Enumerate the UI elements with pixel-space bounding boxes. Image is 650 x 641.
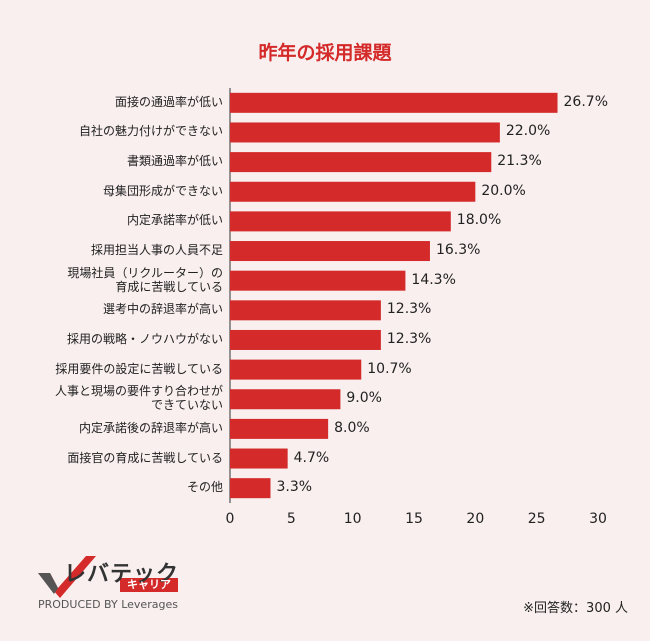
y-tick-label: 面接の通過率が低い xyxy=(114,94,223,109)
value-label: 9.0% xyxy=(346,390,382,407)
y-tick-label: その他 xyxy=(186,480,223,495)
value-label: 4.7% xyxy=(293,449,330,466)
value-label: 20.0% xyxy=(481,182,526,199)
value-label: 12.3% xyxy=(386,330,432,347)
bar xyxy=(230,211,451,232)
y-tick-label: 採用担当人事の人員不足 xyxy=(90,243,223,258)
x-tick-label: 25 xyxy=(527,511,546,527)
y-tick-label: 人事と現場の要件すり合わせが できていない xyxy=(54,384,223,413)
bar xyxy=(230,181,476,202)
x-tick-label: 15 xyxy=(405,511,423,527)
bar xyxy=(230,300,381,321)
value-label: 22.0% xyxy=(505,123,551,140)
y-tick-label: 採用の戦略・ノウハウがない xyxy=(66,331,223,346)
bar xyxy=(230,329,381,350)
x-tick-label: 30 xyxy=(589,511,607,527)
y-tick-label: 面接官の育成に苦戦している xyxy=(67,450,223,465)
logo-mark xyxy=(38,556,178,598)
value-label: 18.0% xyxy=(456,212,502,229)
y-tick-label: 書類通過率が低い xyxy=(126,154,223,169)
bar xyxy=(230,478,271,499)
y-tick-label: 母集団形成ができない xyxy=(102,183,223,198)
value-label: 10.7% xyxy=(367,360,412,377)
logo-tagline: PRODUCED BY Leverages xyxy=(38,598,178,611)
x-tick-label: 10 xyxy=(343,511,362,527)
x-tick-label: 0 xyxy=(225,511,235,527)
bar xyxy=(230,418,329,439)
bar xyxy=(230,122,500,143)
chart-title: 昨年の採用課題 xyxy=(258,42,392,64)
y-tick-label: 採用要件の設定に苦戦している xyxy=(55,361,223,376)
value-label: 8.0% xyxy=(334,419,370,436)
y-tick-label: 現場社員（リクルーター）の 育成に苦戦している xyxy=(67,265,223,294)
x-tick-label: 5 xyxy=(286,511,296,527)
logo-sub-box xyxy=(120,578,178,592)
bar xyxy=(230,92,558,113)
y-tick-label: 内定承諾後の辞退率が高い xyxy=(78,420,223,435)
value-label: 14.3% xyxy=(411,271,456,288)
value-label: 3.3% xyxy=(276,479,313,496)
value-label: 26.7% xyxy=(563,93,608,110)
bar xyxy=(230,241,430,262)
value-label: 12.3% xyxy=(386,301,432,318)
logo-sub: キャリア xyxy=(127,578,171,591)
logo-check-shadow xyxy=(38,573,58,594)
x-tick-label: 20 xyxy=(466,511,485,527)
bar xyxy=(230,359,362,380)
value-label: 21.3% xyxy=(497,153,542,170)
y-tick-label: 自社の魅力付けができない xyxy=(78,124,223,139)
y-tick-label: 選考中の辞退率が高い xyxy=(102,302,223,317)
value-label: 16.3% xyxy=(435,242,481,259)
logo-name: レバテック xyxy=(64,562,180,587)
bar xyxy=(230,389,341,410)
y-tick-label: 内定承諾率が低い xyxy=(126,213,223,228)
bar xyxy=(230,448,288,469)
bar xyxy=(230,270,406,291)
footnote: ※回答数：300 人 xyxy=(523,601,628,616)
bar xyxy=(230,152,492,173)
